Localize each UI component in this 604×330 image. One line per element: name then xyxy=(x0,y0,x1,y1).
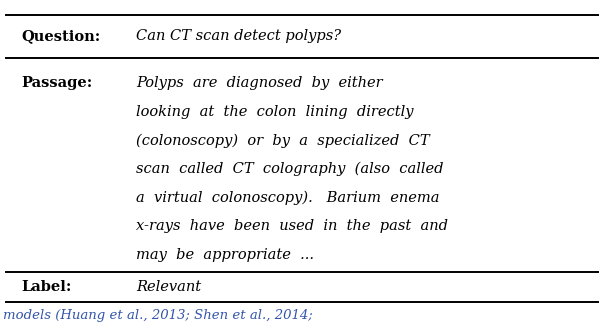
Text: models (Huang et al., 2013; Shen et al., 2014;: models (Huang et al., 2013; Shen et al.,… xyxy=(3,309,313,322)
Text: Can CT scan detect polyps?: Can CT scan detect polyps? xyxy=(136,29,341,43)
Text: looking  at  the  colon  lining  directly: looking at the colon lining directly xyxy=(136,105,413,118)
Text: Relevant: Relevant xyxy=(136,280,201,294)
Text: Polyps  are  diagnosed  by  either: Polyps are diagnosed by either xyxy=(136,76,382,90)
Text: Passage:: Passage: xyxy=(21,76,92,90)
Text: scan  called  CT  colography  (also  called: scan called CT colography (also called xyxy=(136,162,443,177)
Text: may  be  appropriate  ...: may be appropriate ... xyxy=(136,248,314,262)
Text: (colonoscopy)  or  by  a  specialized  CT: (colonoscopy) or by a specialized CT xyxy=(136,133,429,148)
Text: Question:: Question: xyxy=(21,29,100,43)
Text: Label:: Label: xyxy=(21,280,71,294)
Text: x-rays  have  been  used  in  the  past  and: x-rays have been used in the past and xyxy=(136,219,448,233)
Text: a  virtual  colonoscopy).   Barium  enema: a virtual colonoscopy). Barium enema xyxy=(136,191,439,205)
